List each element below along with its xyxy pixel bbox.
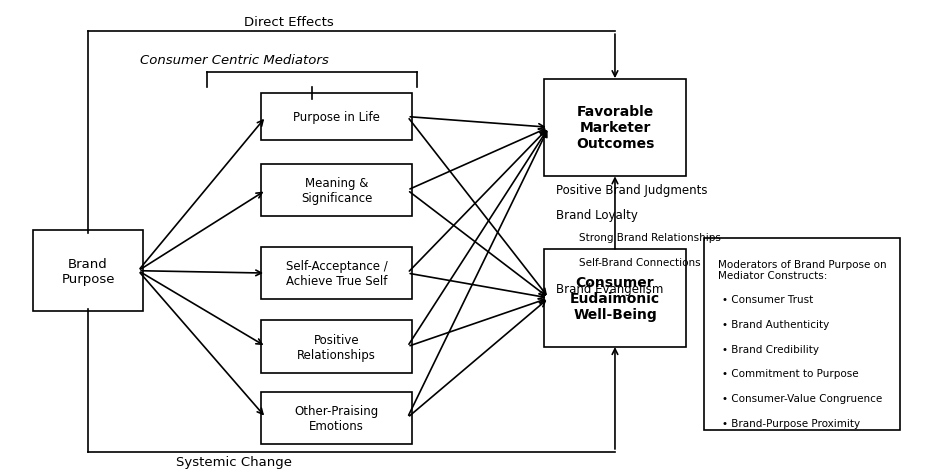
Text: Positive Brand Judgments: Positive Brand Judgments <box>556 184 707 197</box>
Text: Purpose in Life: Purpose in Life <box>293 111 380 124</box>
FancyBboxPatch shape <box>261 248 411 299</box>
Text: Consumer Centric Mediators: Consumer Centric Mediators <box>139 54 329 67</box>
Text: Strong Brand Relationships: Strong Brand Relationships <box>578 233 720 243</box>
FancyBboxPatch shape <box>261 321 411 373</box>
Text: • Brand Authenticity: • Brand Authenticity <box>721 319 829 329</box>
Text: Brand Loyalty: Brand Loyalty <box>556 208 638 221</box>
FancyBboxPatch shape <box>261 165 411 217</box>
Text: Other-Praising
Emotions: Other-Praising Emotions <box>294 404 379 432</box>
Text: Favorable
Marketer
Outcomes: Favorable Marketer Outcomes <box>575 105 653 151</box>
Text: Brand
Purpose: Brand Purpose <box>61 257 115 285</box>
FancyBboxPatch shape <box>544 79 685 177</box>
Text: • Brand-Purpose Proximity: • Brand-Purpose Proximity <box>721 418 859 428</box>
FancyBboxPatch shape <box>261 94 411 141</box>
Text: Self-Acceptance /
Achieve True Self: Self-Acceptance / Achieve True Self <box>286 259 387 288</box>
Text: Meaning &
Significance: Meaning & Significance <box>301 177 372 205</box>
Text: Direct Effects: Direct Effects <box>244 16 333 29</box>
Text: Self-Brand Connections: Self-Brand Connections <box>578 258 700 268</box>
Text: • Consumer-Value Congruence: • Consumer-Value Congruence <box>721 393 882 403</box>
Text: • Consumer Trust: • Consumer Trust <box>721 295 813 305</box>
FancyBboxPatch shape <box>33 231 143 311</box>
Text: • Commitment to Purpose: • Commitment to Purpose <box>721 368 857 378</box>
FancyBboxPatch shape <box>544 250 685 347</box>
Text: • Brand Credibility: • Brand Credibility <box>721 344 818 354</box>
FancyBboxPatch shape <box>703 238 899 430</box>
Text: Positive
Relationships: Positive Relationships <box>297 333 376 361</box>
Text: Systemic Change: Systemic Change <box>176 455 291 468</box>
Text: Brand Evangelism: Brand Evangelism <box>556 282 663 295</box>
FancyBboxPatch shape <box>261 392 411 444</box>
Text: Moderators of Brand Purpose on
Mediator Constructs:: Moderators of Brand Purpose on Mediator … <box>716 259 885 281</box>
Text: Consumer
Eudaimonic
Well-Being: Consumer Eudaimonic Well-Being <box>569 275 659 321</box>
